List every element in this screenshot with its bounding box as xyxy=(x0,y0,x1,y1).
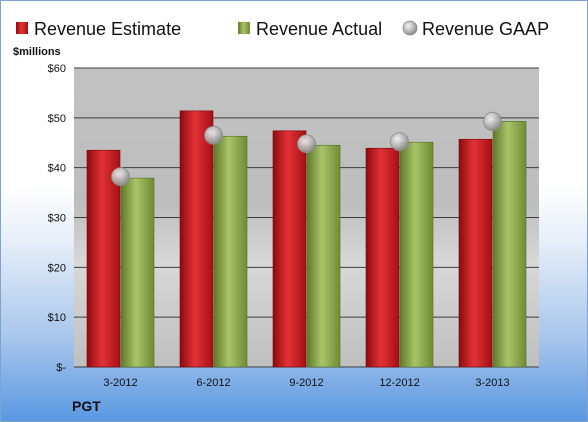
bar-series xyxy=(86,110,527,368)
bar-revenue-actual xyxy=(306,144,341,368)
x-axis-category-labels: 3-2012 6-2012 9-2012 12-2012 3-2013 xyxy=(103,377,509,389)
legend: Revenue Estimate Revenue Actual Revenue GA… xyxy=(16,19,549,39)
y-tick-label: $40 xyxy=(48,163,66,175)
legend-label-revenue-estimate: Revenue Estimate xyxy=(34,19,181,39)
bar-revenue-actual xyxy=(492,121,527,368)
x-category-label: 9-2012 xyxy=(289,377,323,389)
x-category-label: 3-2013 xyxy=(475,377,509,389)
legend-label-revenue-actual: Revenue Actual xyxy=(256,19,382,39)
bar-revenue-estimate xyxy=(272,130,307,368)
bar-revenue-actual xyxy=(213,135,248,368)
marker-revenue-gaap xyxy=(297,134,316,154)
y-tick-label: $30 xyxy=(48,213,66,225)
legend-swatch-revenue-gaap xyxy=(402,20,418,36)
bar-revenue-estimate xyxy=(179,110,214,368)
y-tick-label: $60 xyxy=(48,63,66,75)
marker-revenue-gaap xyxy=(483,111,502,131)
marker-revenue-gaap xyxy=(204,125,223,145)
x-category-label: 3-2012 xyxy=(103,377,137,389)
legend-swatch-revenue-actual xyxy=(238,22,250,34)
legend-label-revenue-gaap: Revenue GAAP xyxy=(422,19,549,39)
bar-revenue-estimate xyxy=(365,147,400,368)
marker-revenue-gaap xyxy=(390,132,409,152)
y-axis-tick-labels: $- $10 $20 $30 $40 $50 $60 xyxy=(48,63,67,374)
company-ticker: PGT xyxy=(72,398,101,414)
bar-revenue-estimate xyxy=(458,138,493,368)
gaap-markers xyxy=(111,111,502,187)
bar-revenue-estimate xyxy=(86,149,121,368)
y-tick-label: $50 xyxy=(48,113,66,125)
bar-revenue-actual xyxy=(120,177,155,368)
legend-swatch-revenue-estimate xyxy=(16,22,28,34)
x-category-label: 6-2012 xyxy=(196,377,230,389)
y-tick-label: $20 xyxy=(48,262,66,274)
x-category-label: 12-2012 xyxy=(379,377,419,389)
y-axis-unit-label: $millions xyxy=(13,46,61,58)
bar-revenue-actual xyxy=(399,141,434,368)
y-tick-label: $- xyxy=(56,362,66,374)
y-tick-label: $10 xyxy=(48,312,66,324)
marker-revenue-gaap xyxy=(111,167,130,187)
